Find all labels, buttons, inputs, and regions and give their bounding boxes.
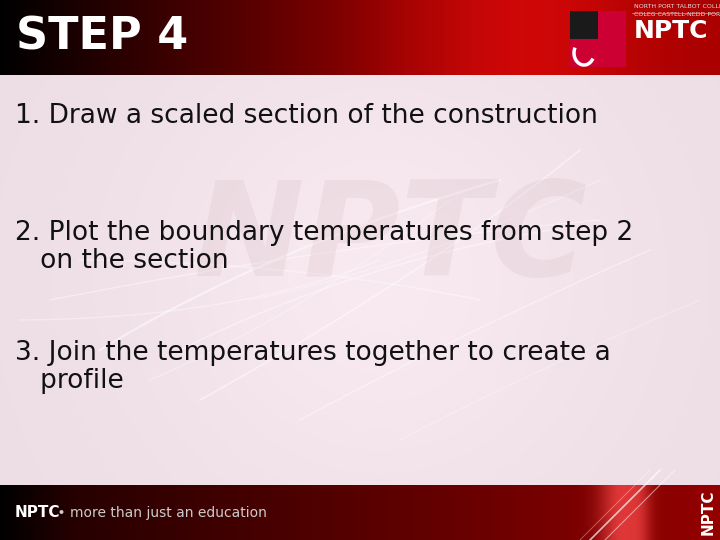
Text: NPTC: NPTC bbox=[15, 505, 60, 520]
Text: profile: profile bbox=[15, 368, 124, 394]
Text: NPTC: NPTC bbox=[634, 19, 708, 43]
Text: • more than just an education: • more than just an education bbox=[53, 505, 267, 519]
Text: STEP 4: STEP 4 bbox=[16, 16, 188, 59]
Bar bbox=[0, 75, 720, 485]
Text: on the section: on the section bbox=[15, 248, 229, 274]
Text: NPTC: NPTC bbox=[193, 177, 587, 303]
Bar bbox=[570, 11, 598, 39]
Text: 3. Join the temperatures together to create a: 3. Join the temperatures together to cre… bbox=[15, 340, 611, 366]
Text: 1. Draw a scaled section of the construction: 1. Draw a scaled section of the construc… bbox=[15, 103, 598, 129]
Text: COLEG CASTELL-NEDD PORT TALBOT: COLEG CASTELL-NEDD PORT TALBOT bbox=[634, 12, 720, 17]
Bar bbox=[598, 11, 626, 39]
Text: NORTH PORT TALBOT COLLEGE: NORTH PORT TALBOT COLLEGE bbox=[634, 4, 720, 9]
Text: NPTC: NPTC bbox=[701, 490, 716, 535]
Bar bbox=[570, 39, 626, 67]
Text: 2. Plot the boundary temperatures from step 2: 2. Plot the boundary temperatures from s… bbox=[15, 220, 634, 246]
